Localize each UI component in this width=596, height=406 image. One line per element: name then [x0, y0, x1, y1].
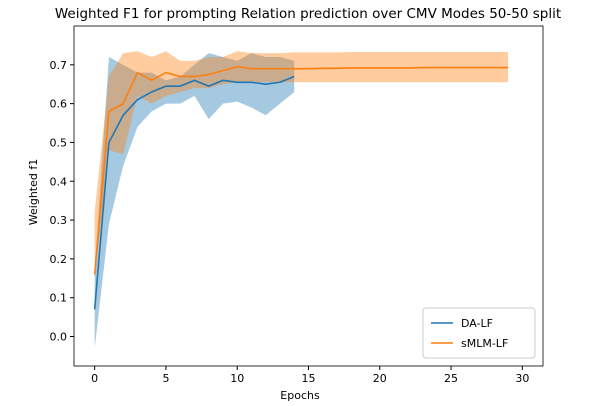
- y-axis-label: Weighted f1: [27, 159, 40, 225]
- line: [93, 75, 295, 310]
- x-tick-label: 15: [302, 372, 316, 385]
- x-tick-label: 5: [162, 372, 169, 385]
- y-tick-label: 0.3: [50, 214, 68, 227]
- x-tick-label: 20: [373, 372, 387, 385]
- plot-frame: [73, 25, 544, 367]
- y-tick-label: 0.1: [50, 292, 68, 305]
- line: [93, 65, 509, 275]
- x-axis-label: Epochs: [280, 389, 320, 402]
- x-tick-label: 10: [230, 372, 244, 385]
- y-tick-label: 0.5: [50, 136, 68, 149]
- legend-box: [422, 307, 536, 359]
- y-tick-label: 0.7: [50, 59, 68, 72]
- legend-label: sMLM-LF: [461, 337, 508, 350]
- confidence-band: [94, 51, 509, 279]
- legend-label: DA-LF: [461, 317, 493, 330]
- x-tick-label: 0: [91, 372, 98, 385]
- y-tick-label: 0.2: [50, 253, 68, 266]
- chart-title: Weighted F1 for prompting Relation predi…: [55, 6, 561, 22]
- y-tick-label: 0.4: [50, 175, 68, 188]
- y-tick-label: 0.0: [50, 331, 68, 344]
- x-tick-label: 25: [444, 372, 458, 385]
- y-tick-label: 0.6: [50, 98, 68, 111]
- legend: DA-LF sMLM-LF: [422, 307, 536, 359]
- x-tick-label: 30: [515, 372, 529, 385]
